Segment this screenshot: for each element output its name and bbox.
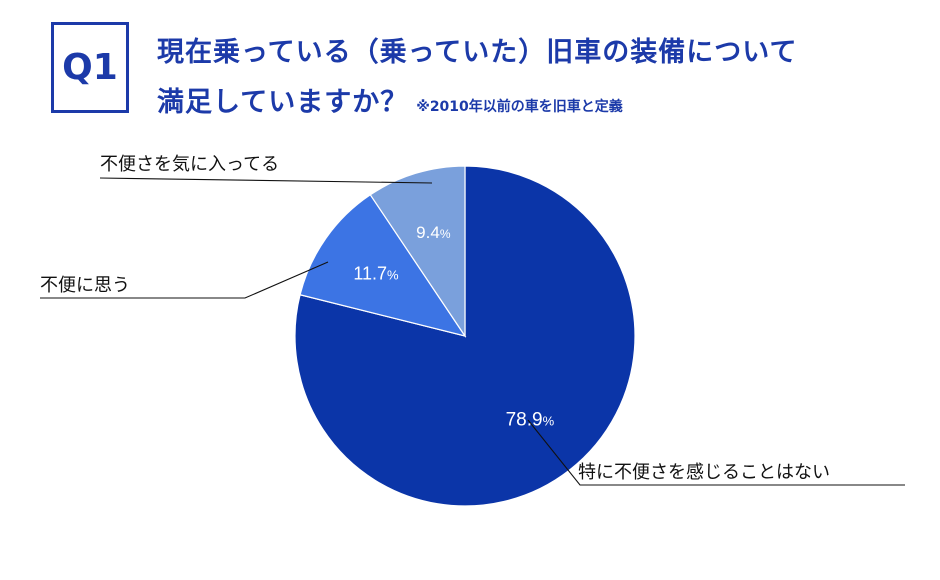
slice-label-3: 不便さを気に入ってる — [100, 154, 279, 175]
pie-slice-1 — [294, 165, 636, 507]
chart-title-line-2: 満足していますか？ ※2010年以前の車を旧車と定義 — [157, 80, 623, 119]
chart-title-line-2-text: 満足していますか？ — [157, 87, 409, 118]
pie-slice-3 — [369, 165, 466, 338]
leader-line-3 — [99, 177, 433, 184]
slice-value-1: 78.9% — [506, 410, 555, 431]
title-note: ※2010年以前の車を旧車と定義 — [416, 99, 623, 115]
slice-value-3: 9.4% — [416, 223, 451, 242]
pie-slice-2 — [299, 193, 467, 337]
slice-label-2: 不便に思う — [40, 275, 130, 296]
question-badge: Q1 — [51, 22, 129, 113]
leader-line-2 — [40, 261, 329, 299]
slice-label-1: 特に不便さを感じることはない — [578, 462, 830, 483]
chart-title-line-1: 現在乗っている（乗っていた）旧車の装備について — [157, 37, 798, 68]
leader-line-1 — [527, 419, 905, 486]
slice-value-2: 11.7% — [353, 264, 399, 284]
